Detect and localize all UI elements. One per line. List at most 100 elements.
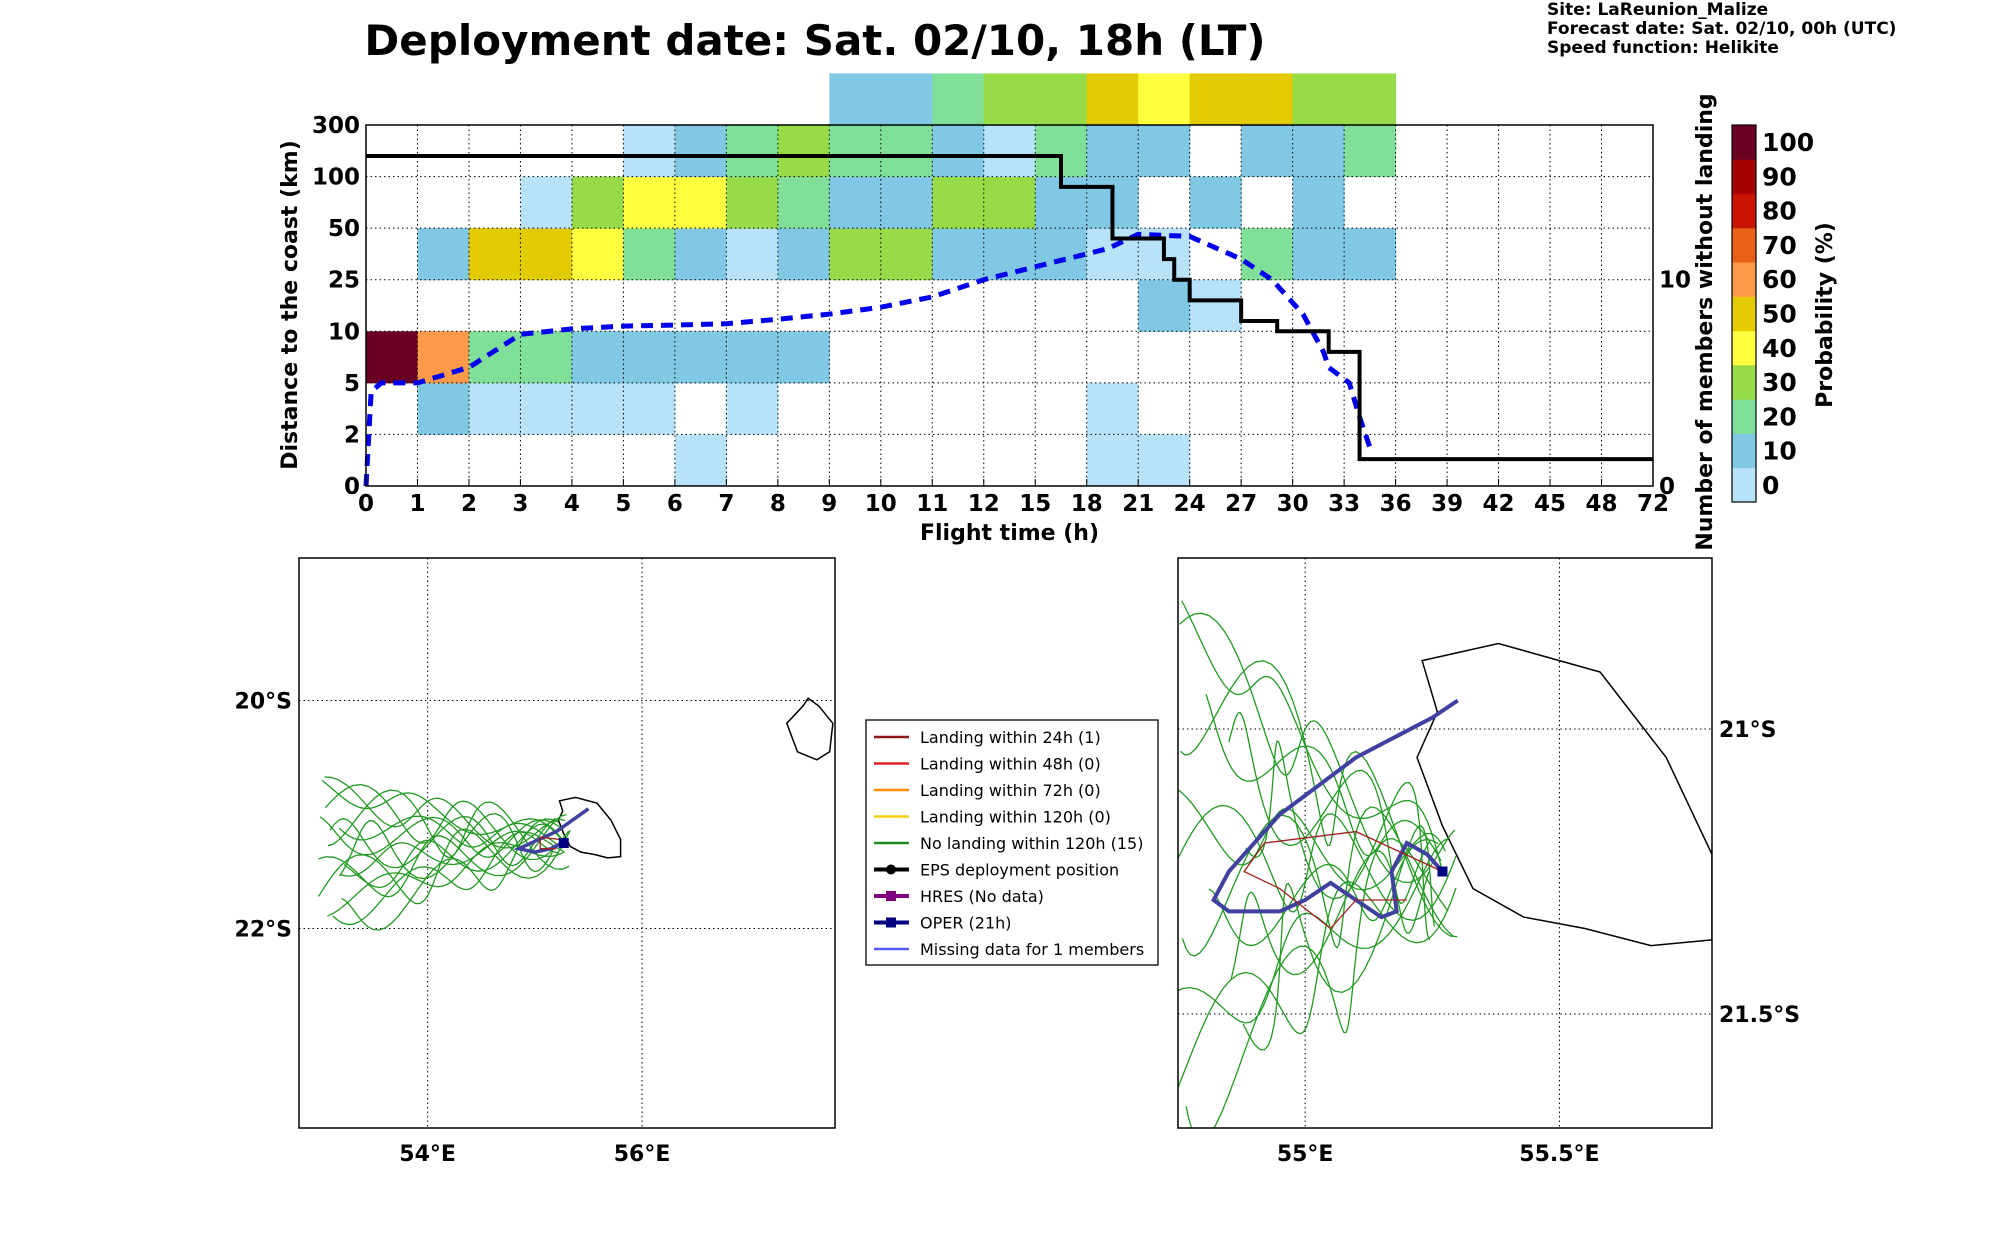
ensemble-track: [1178, 881, 1457, 1090]
map-lon-label: 56°E: [614, 1142, 671, 1167]
colorbar-frame: [1731, 124, 1757, 503]
heatmap-cell: [1292, 176, 1345, 229]
trajectory-legend: Landing within 24h (1) Landing within 48h…: [865, 719, 1159, 966]
heatmap-cell: [1292, 73, 1345, 126]
heatmap-cell: [623, 228, 676, 281]
x-tick-label: 0: [358, 491, 374, 517]
heatmap-cell: [674, 125, 727, 178]
mean-distance-line: [363, 231, 1373, 487]
x-tick-label: 4: [564, 491, 580, 517]
colorbar-swatch: [1732, 296, 1756, 332]
x-tick-label: 33: [1328, 491, 1360, 517]
y-tick-label: 300: [312, 113, 360, 139]
heatmap-cell: [1138, 434, 1191, 487]
y-tick-label: 50: [328, 216, 360, 242]
heatmap-cell: [1086, 434, 1139, 487]
heatmap-cell: [829, 73, 882, 126]
heatmap-cell: [571, 331, 624, 384]
colorbar-tick-label: 30: [1762, 368, 1797, 397]
heatmap-cell: [726, 176, 779, 229]
mapB-content: [1178, 558, 1712, 1128]
oper-track: [1211, 698, 1459, 920]
zoom-map: 55°E 55.5°E 21°S 21.5°S: [1177, 557, 1800, 1167]
coastline: [1416, 642, 1712, 947]
heatmap-cell: [777, 331, 830, 384]
x-tick-label: 24: [1174, 491, 1206, 517]
heatmap-cell: [829, 125, 882, 178]
x-tick-label: 30: [1277, 491, 1309, 517]
colorbar-label: Probability (%): [1813, 222, 1838, 408]
heatmap-cell: [726, 228, 779, 281]
colorbar-swatch: [1732, 330, 1756, 366]
colorbar-tick-label: 0: [1762, 471, 1779, 500]
heatmap-cell: [726, 382, 779, 435]
heatmap-cell: [932, 73, 985, 126]
x-tick-label: 8: [770, 491, 786, 517]
x-tick-label: 5: [615, 491, 631, 517]
legend-item-label: HRES (No data): [920, 887, 1044, 906]
heatmap-cell: [932, 176, 985, 229]
heatmap-cell: [1344, 73, 1397, 126]
colorbar-swatch: [1732, 364, 1756, 400]
x-tick-label: 39: [1431, 491, 1463, 517]
heatmap-cell: [726, 331, 779, 384]
x-tick-label: 48: [1586, 491, 1618, 517]
ensemble-track: [1228, 711, 1430, 905]
probability-heatmap: 0 1 2 3 4 5 6 7 8 9 10 11 12 15 18 21 24 27 30 33 36 39 42 45 48…: [278, 73, 1718, 551]
heatmap-cell: [880, 73, 933, 126]
heatmap-cell: [983, 73, 1036, 126]
x-tick-label: 72: [1637, 491, 1669, 517]
ensemble-track: [1245, 740, 1431, 941]
y-tick-label: 100: [312, 165, 360, 191]
legend-marker: [886, 864, 896, 875]
ensemble-track: [1181, 806, 1454, 957]
map-lon-label: 55°E: [1277, 1142, 1334, 1167]
heatmap-cell: [1241, 125, 1294, 178]
legend-item-label: EPS deployment position: [920, 861, 1119, 880]
x-tick-label: 12: [968, 491, 1000, 517]
heatmap-cell: [829, 228, 882, 281]
heatmap-cell: [366, 331, 418, 384]
colorbar-swatch: [1732, 159, 1756, 195]
heatmap-cell: [829, 176, 882, 229]
legend-item-label: Missing data for 1 members: [920, 940, 1144, 959]
colorbar-swatch: [1732, 262, 1756, 297]
heatmap-cell: [1189, 176, 1242, 229]
heatmap-cell: [417, 228, 470, 281]
heatmap-cell: [1138, 279, 1191, 332]
site-label: Site: LaReunion_Malize: [1547, 0, 1769, 20]
heatmap-cell: [1189, 279, 1242, 332]
ensemble-track: [318, 814, 567, 898]
heatmap-cell: [571, 176, 624, 229]
heatmap-cell: [777, 125, 830, 178]
forecast-date-label: Forecast date: Sat. 02/10, 00h (UTC): [1547, 19, 1897, 39]
legend-item-label: No landing within 120h (15): [920, 834, 1143, 853]
heatmap-cell: [777, 228, 830, 281]
y2-tick-label: 0: [1659, 474, 1675, 500]
legend-item-label: Landing within 24h (1): [920, 728, 1101, 747]
colorbar-swatch: [1732, 399, 1756, 434]
map-lat-label: 21.5°S: [1719, 1003, 1800, 1028]
y2-tick-label: 10: [1659, 268, 1691, 294]
colorbar-tick-label: 20: [1762, 402, 1797, 431]
oper-track: [513, 807, 590, 854]
legend-marker: [886, 917, 896, 928]
oper-marker: [558, 838, 569, 848]
heatmap-cell: [1086, 73, 1139, 126]
ensemble-track: [1185, 838, 1449, 1128]
forecast-info: Site: LaReunion_Malize Forecast date: Sa…: [1547, 1, 1896, 58]
x-tick-label: 7: [718, 491, 734, 517]
heatmap-cell: [674, 434, 727, 487]
ensemble-track: [343, 823, 563, 889]
y-tick-label: 0: [344, 474, 360, 500]
colorbar-tick-label: 50: [1762, 300, 1797, 329]
ensemble-track: [1178, 838, 1449, 1024]
heatmap-cell: [468, 382, 521, 435]
map-frame: [298, 557, 836, 1129]
mapA-content: [299, 558, 835, 1128]
heatmap-cell: [983, 228, 1036, 281]
x-tick-label: 15: [1019, 491, 1051, 517]
x-tick-label: 27: [1225, 491, 1257, 517]
ensemble-track: [332, 831, 564, 926]
